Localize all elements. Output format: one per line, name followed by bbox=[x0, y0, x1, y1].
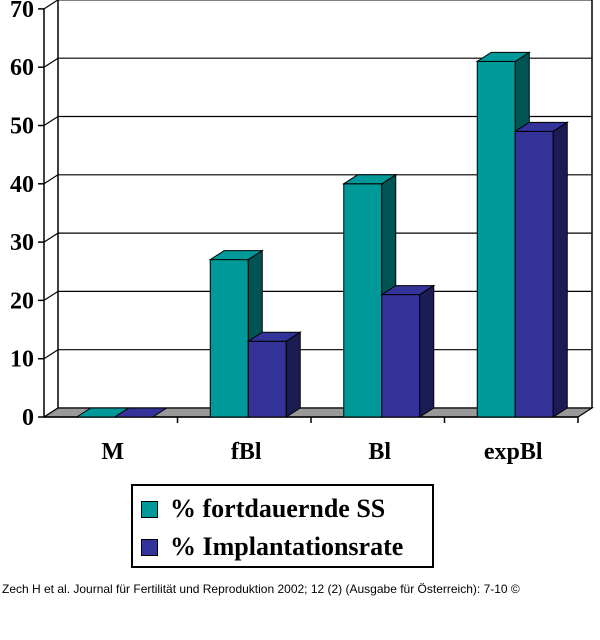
x-category-label: fBl bbox=[231, 439, 262, 465]
citation-text: Zech H et al. Journal für Fertilität und… bbox=[2, 582, 520, 596]
x-category-label: Bl bbox=[368, 439, 391, 465]
bar-chart: 0 10 20 30 40 50 60 70 M fBl Bl expBl bbox=[10, 0, 595, 465]
bar-front bbox=[247, 340, 287, 418]
bar-front bbox=[343, 183, 383, 418]
x-category-label: M bbox=[101, 439, 124, 465]
bar-top bbox=[208, 250, 264, 261]
gridline-side bbox=[43, 349, 59, 360]
bar-top bbox=[513, 121, 569, 132]
y-tick-label: 60 bbox=[10, 55, 34, 81]
bar-front bbox=[381, 294, 421, 418]
bar-side bbox=[419, 284, 435, 418]
bar-front bbox=[476, 60, 516, 418]
y-tick-label: 20 bbox=[10, 288, 34, 314]
gridline-side bbox=[43, 232, 59, 243]
bar-side bbox=[285, 331, 301, 418]
bar-front bbox=[209, 259, 249, 418]
bar-top bbox=[342, 174, 398, 185]
legend-item-series-1: % fortdauernde SS bbox=[141, 494, 385, 524]
bar-front bbox=[514, 130, 554, 418]
label-layer: 0 10 20 30 40 50 60 70 M fBl Bl expBl bbox=[10, 0, 543, 465]
y-tick-label: 40 bbox=[10, 172, 34, 198]
gridline-side bbox=[43, 57, 59, 68]
legend-label-series-2: % Implantationsrate bbox=[170, 532, 404, 561]
gridline-side bbox=[43, 115, 59, 127]
bar-side bbox=[552, 121, 568, 418]
y-tick-label: 0 bbox=[22, 405, 34, 431]
y-tick-label: 50 bbox=[10, 114, 34, 140]
bar bbox=[380, 284, 436, 418]
bar-top bbox=[380, 285, 436, 296]
bar-layer bbox=[75, 51, 569, 418]
bar bbox=[246, 331, 302, 418]
bar-top bbox=[113, 407, 169, 418]
legend-item-series-2: % Implantationsrate bbox=[141, 532, 403, 562]
gridline-side bbox=[43, 290, 59, 301]
legend-label-series-1: % fortdauernde SS bbox=[170, 494, 386, 523]
legend-swatch-series-1 bbox=[141, 500, 158, 518]
y-tick-label: 70 bbox=[10, 0, 34, 23]
gridline-side bbox=[43, 0, 59, 10]
bar bbox=[113, 407, 169, 418]
legend: % fortdauernde SS % Implantationsrate bbox=[131, 484, 434, 568]
bar-top bbox=[246, 331, 302, 342]
y-tick-label: 10 bbox=[10, 347, 34, 373]
y-tick-label: 30 bbox=[10, 230, 34, 256]
legend-swatch-series-2 bbox=[141, 538, 158, 556]
bar-top bbox=[475, 51, 531, 62]
x-category-label: expBl bbox=[484, 439, 543, 465]
bar bbox=[513, 121, 569, 418]
gridline-side bbox=[43, 174, 59, 185]
